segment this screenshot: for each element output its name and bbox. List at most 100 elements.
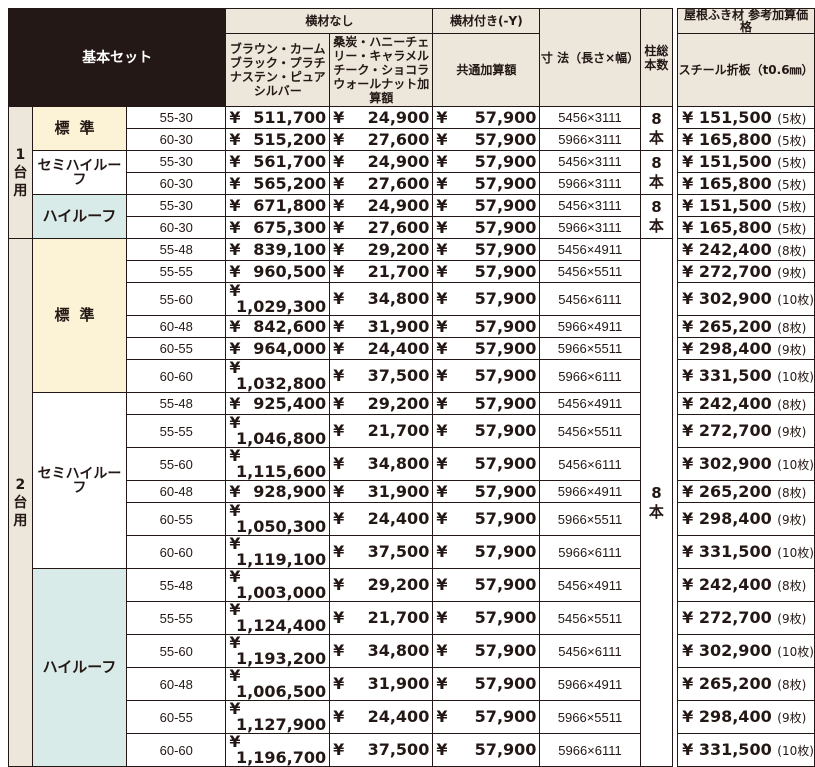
yen-sign: ¥ [436,366,448,385]
common-add-price: ¥57,900 [432,260,541,283]
size-code: 60-30 [126,172,227,195]
table-row: 60-48 ¥842,600 ¥31,900 ¥57,900 5966×4911 ¥ 26… [9,315,815,338]
yen-sign: ¥ [333,509,345,528]
sheet-count: (5枚) [777,177,807,192]
sheet-count: (10枚) [777,293,814,307]
base-price: ¥1,006,500 [225,666,331,701]
color-add-price: ¥34,800 [329,634,434,668]
yen-sign: ¥ [436,481,448,501]
roof-price: ¥ 242,400 (8枚) [677,392,815,415]
sheet-count: (8枚) [777,485,807,500]
yen-sign: ¥ [436,740,448,759]
roof-value: 242,400 [698,239,772,259]
size-code: 60-60 [126,733,227,767]
vertical-label: 8本 [648,483,664,521]
price-value: 57,900 [474,454,537,473]
dimension: 5966×3111 [539,172,641,195]
price-value: 1,006,500 [236,682,327,701]
price-value: 960,500 [253,261,327,281]
size-code: 60-55 [126,502,227,536]
roof-price: ¥ 151,500 (5枚) [677,150,815,173]
yen-sign: ¥ [682,338,699,358]
roof-price: ¥ 298,400 (9枚) [677,502,815,536]
base-price: ¥1,046,800 [225,414,331,448]
roof-price: ¥ 302,900 (10枚) [677,282,815,316]
roof-value: 265,200 [698,316,772,336]
roof-value: 165,800 [698,129,772,149]
yen-sign: ¥ [333,608,345,627]
price-value: 57,900 [474,641,537,660]
yen-sign: ¥ [229,501,241,520]
dimension: 5456×5511 [539,601,641,635]
yen-sign: ¥ [436,421,448,440]
dimension: 5966×5511 [539,502,641,536]
price-value: 515,200 [253,129,327,149]
table-row: 60-60 ¥1,196,700 ¥37,500 ¥57,900 5966×6111 ¥ … [9,732,815,767]
yen-sign: ¥ [229,600,241,619]
price-value: 675,300 [253,217,327,237]
color-add-price: ¥24,900 [329,194,434,217]
yen-sign: ¥ [682,740,699,759]
type-label: セミハイルーフ [31,150,128,195]
dimension: 5966×6111 [539,733,641,767]
color-add-price: ¥21,700 [329,414,434,448]
dimension: 5456×3111 [539,150,641,173]
with-beam-header: 横材付き(-Y) [432,8,541,34]
roof-value: 165,800 [698,173,772,193]
size-code: 60-30 [126,128,227,151]
size-code: 60-48 [126,667,227,701]
type-label: ハイルーフ [31,194,128,239]
common-add-price: ¥57,900 [432,128,541,151]
color-add-price: ¥27,600 [329,128,434,151]
dimension: 5966×4911 [539,480,641,503]
yen-sign: ¥ [436,129,448,149]
post-count: 8本 [639,150,674,195]
price-value: 24,400 [367,338,430,358]
dimension: 5456×3111 [539,106,641,129]
table-row: 60-55 ¥1,127,900 ¥24,400 ¥57,900 5966×5511 ¥ … [9,699,815,734]
dimension: 5966×3111 [539,216,641,239]
post-count: 8本 [639,194,674,239]
price-value: 37,500 [367,740,430,759]
yen-sign: ¥ [333,261,345,281]
roof-value: 302,900 [698,641,772,660]
sheet-count: (9枚) [777,342,807,357]
price-value: 57,900 [474,481,537,501]
yen-sign: ¥ [682,393,699,413]
roof-price: ¥ 331,500 (10枚) [677,535,815,569]
color-add-price: ¥21,700 [329,260,434,283]
post-count: 8本 [639,106,674,151]
yen-sign: ¥ [333,217,345,237]
sheet-count: (10枚) [777,370,814,384]
price-value: 24,900 [367,107,430,127]
vertical-label: 8本 [648,197,664,235]
common-add-price: ¥57,900 [432,568,541,602]
common-add-price: ¥57,900 [432,359,541,393]
dimension: 5456×6111 [539,282,641,316]
common-add-price: ¥57,900 [432,447,541,481]
color-add-price: ¥24,400 [329,337,434,360]
yen-sign: ¥ [229,666,241,685]
yen-sign: ¥ [229,699,241,718]
price-value: 21,700 [367,261,430,281]
price-value: 24,900 [367,195,430,215]
roof-value: 272,700 [698,608,772,627]
base-price: ¥565,200 [225,172,331,195]
color-add-price: ¥31,900 [329,667,434,701]
color-add-price: ¥29,200 [329,568,434,602]
roof-value: 242,400 [698,393,772,413]
yen-sign: ¥ [682,151,699,171]
size-code: 55-30 [126,106,227,129]
base-price: ¥1,196,700 [225,732,331,767]
yen-sign: ¥ [229,732,241,751]
yen-sign: ¥ [682,129,699,149]
roof-sub-header: スチール折板（t0.6㎜） [677,33,815,107]
sheet-count: (10枚) [777,645,814,659]
size-code: 55-60 [126,447,227,481]
column-gap [672,8,678,107]
common-add-header: 共通加算額 [432,33,541,107]
price-value: 29,200 [367,239,430,259]
yen-sign: ¥ [333,239,345,259]
roof-price: ¥ 298,400 (9枚) [677,337,815,360]
yen-sign: ¥ [333,707,345,726]
